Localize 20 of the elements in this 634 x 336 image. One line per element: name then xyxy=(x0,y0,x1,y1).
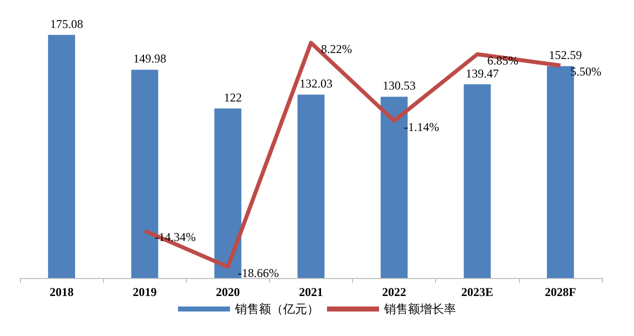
bar xyxy=(48,34,76,278)
x-tick-label: 2022 xyxy=(382,285,406,299)
data-label: 152.59 xyxy=(548,48,582,62)
data-label: 132.03 xyxy=(300,76,332,91)
x-tick-label: 2021 xyxy=(299,285,323,299)
x-tick-label: 2023E xyxy=(461,285,494,299)
legend-label: 销售额增长率 xyxy=(383,302,456,316)
x-tick-label: 2019 xyxy=(132,285,157,299)
data-label: 130.53 xyxy=(382,78,416,93)
data-label: 122 xyxy=(224,90,242,105)
x-tick-label: 2018 xyxy=(50,285,74,299)
legend-label: 销售额（亿元） xyxy=(234,302,319,316)
data-label: 149.98 xyxy=(133,52,166,66)
data-label: 175.08 xyxy=(50,16,84,31)
x-tick-label: 2028F xyxy=(544,285,576,299)
x-tick-label: 2020 xyxy=(216,285,240,299)
data-label: 8.22% xyxy=(321,42,352,56)
data-label: 139.47 xyxy=(466,66,499,80)
bar xyxy=(298,94,324,278)
bar xyxy=(464,84,491,278)
